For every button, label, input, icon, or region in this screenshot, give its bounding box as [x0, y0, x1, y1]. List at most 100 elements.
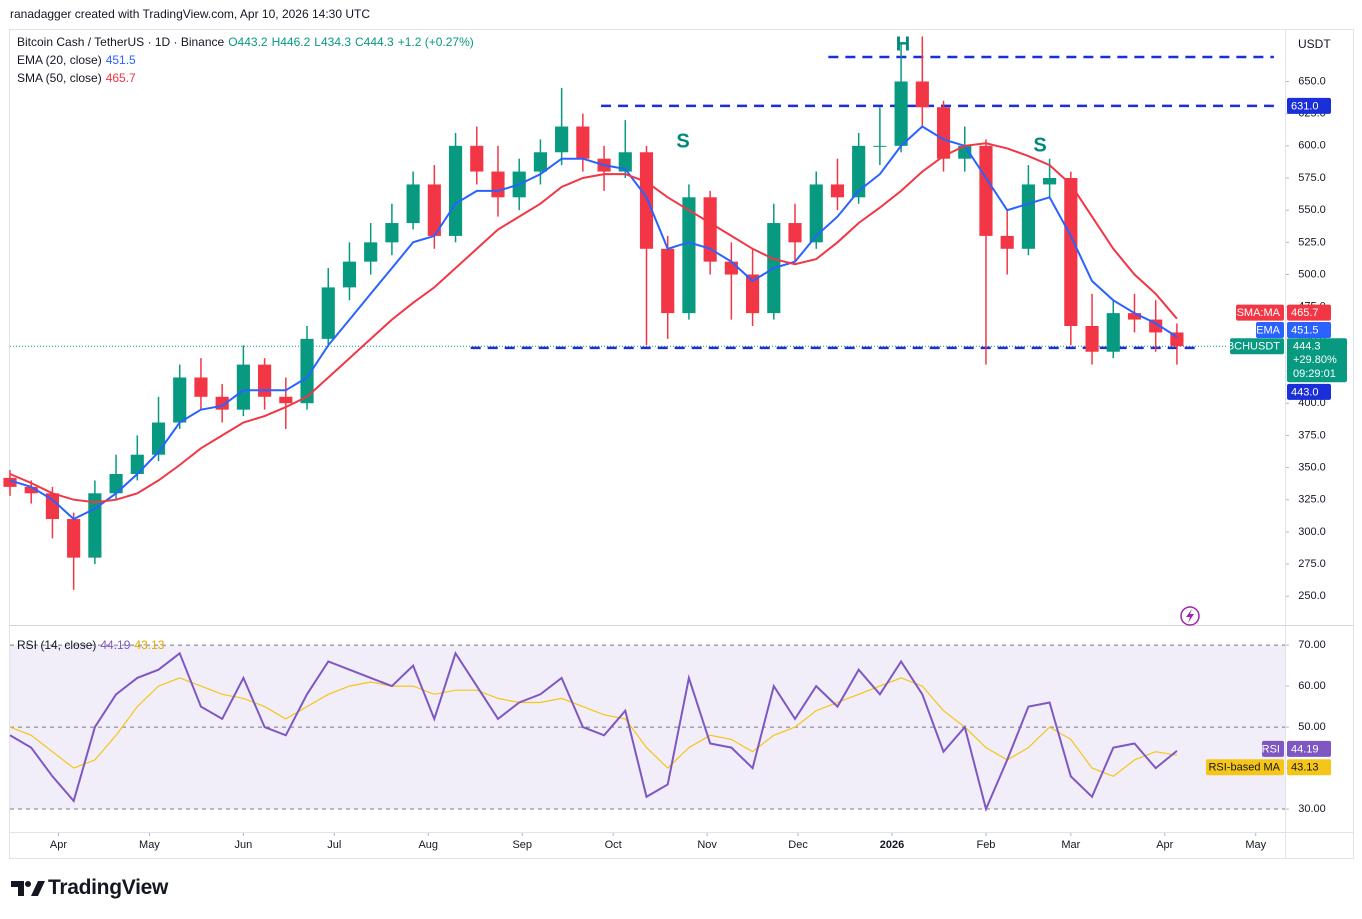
x-tick-label: Aug: [418, 839, 438, 851]
candle-body: [3, 477, 17, 487]
y-tick-label: 30.00: [1298, 803, 1326, 815]
alert-bolt: [1186, 609, 1194, 623]
rsi-tag-box: [1287, 740, 1331, 757]
ema-tag-box: [1287, 321, 1331, 338]
frame: [9, 29, 1354, 859]
x-tick-label: Oct: [605, 839, 622, 851]
candle-body: [151, 422, 166, 455]
ohlc-value: L434.3: [314, 35, 351, 49]
level-tag-box: [1287, 97, 1331, 114]
candle-body: [873, 145, 887, 147]
x-tick-label: Dec: [788, 839, 808, 851]
candle-body: [279, 396, 293, 404]
candle-body: [576, 126, 590, 159]
pattern-label: H: [896, 33, 910, 55]
candle-body: [703, 197, 717, 262]
x-tick-label: Jun: [235, 839, 253, 851]
x-tick-label: Nov: [697, 839, 717, 851]
x-tick-label: Apr: [1156, 839, 1173, 851]
sma-tag-box: [1287, 304, 1331, 321]
pattern-label: S: [676, 130, 689, 152]
rsi-legend: RSI (14, close) 44.19 43.13: [17, 636, 168, 654]
legend-row: SMA (50, close) 465.7: [17, 69, 482, 87]
logo-part: [25, 881, 31, 887]
rsi-ma-name-tag-text: RSI-based MA: [1208, 762, 1280, 774]
pattern-label: S: [1033, 134, 1046, 156]
candle-body: [979, 145, 993, 236]
rsi-line: [9, 650, 1178, 813]
alert-icon[interactable]: [1180, 606, 1200, 626]
candle-body: [661, 248, 675, 314]
candle-body: [67, 519, 81, 558]
x-tick-label: May: [1245, 839, 1266, 851]
rsi-name-tag-box: [1262, 740, 1284, 757]
y-tick-label: 70.00: [1298, 639, 1326, 651]
level-tag-text: 631.0: [1291, 100, 1319, 112]
legend-row: Bitcoin Cash / TetherUS · 1D · Binance O4…: [17, 33, 482, 51]
sma-tag-text: 465.7: [1291, 307, 1319, 319]
candle-body: [24, 486, 38, 494]
sma-value: 465.7: [105, 71, 136, 85]
x-tick-label: 2026: [880, 839, 904, 851]
legend-row: EMA (20, close) 451.5: [17, 51, 482, 69]
candle-body: [300, 338, 314, 404]
ma-line: [9, 142, 1178, 504]
brand-logo: [11, 881, 45, 896]
sma-name-tag-box: [1236, 304, 1284, 321]
level-tag-box: [1287, 383, 1331, 400]
ema-name-tag-text: EMA: [1256, 324, 1281, 336]
candle-body: [1000, 235, 1014, 249]
candle-body: [45, 493, 60, 520]
ma-line: [9, 125, 1178, 521]
y-tick-label: 600.0: [1298, 140, 1326, 152]
candle-body: [130, 454, 144, 474]
rsi-value: 44.19: [100, 638, 131, 652]
ema-tag-text: 451.5: [1291, 324, 1319, 336]
candle-body: [406, 184, 420, 224]
rsi-band: [10, 645, 1285, 810]
candle-body: [427, 184, 441, 236]
brand: TradingView: [48, 876, 169, 899]
y-tick-label: 50.00: [1298, 721, 1326, 733]
x-tick-label: May: [139, 839, 160, 851]
logo-part: [11, 881, 24, 896]
candle-body: [1127, 313, 1142, 320]
x-tick-label: Sep: [512, 839, 532, 851]
candle-body: [173, 377, 187, 423]
candle-body: [194, 377, 208, 397]
candle-body: [342, 261, 357, 288]
rsi-pane: 30.0040.0050.0060.0070.0044.19RSI43.13RS…: [9, 639, 1331, 815]
price-pane: 250.0275.0300.0325.0350.0375.0400.0425.0…: [3, 33, 1347, 851]
rsi-ma-name-tag-box: [1206, 759, 1284, 776]
symbol-title: Bitcoin Cash / TetherUS · 1D · Binance: [17, 35, 225, 49]
ema-name: EMA (20, close): [17, 53, 102, 67]
candle-body: [809, 184, 823, 243]
x-tick-label: Mar: [1061, 839, 1080, 851]
y-tick-label: 400.0: [1298, 397, 1326, 409]
candle-body: [915, 81, 929, 108]
y-tick-label: 500.0: [1298, 268, 1326, 280]
rsi-tag-text: 44.19: [1291, 743, 1319, 755]
symbol-tag-box: [1230, 338, 1284, 355]
candle-body: [1064, 178, 1078, 326]
x-tick-label: Apr: [50, 839, 67, 851]
sma-name-tag-text: SMA:MA: [1237, 307, 1281, 319]
candle-body: [936, 107, 951, 159]
candle-body: [1043, 178, 1057, 185]
candle-body: [1106, 313, 1120, 352]
y-tick-label: 250.0: [1298, 590, 1326, 602]
y-tick-label: 375.0: [1298, 429, 1326, 441]
candle-body: [894, 81, 908, 146]
ema-value: 451.5: [105, 53, 136, 67]
candle-body: [385, 223, 399, 243]
level-tag-text: 443.0: [1291, 386, 1319, 398]
ema-name-tag-box: [1256, 321, 1284, 338]
rsi-ma-tag-box: [1287, 759, 1331, 776]
candle-body: [364, 242, 378, 262]
symbol-tag-text: BCHUSDT: [1227, 341, 1280, 353]
y-tick-label: 550.0: [1298, 204, 1326, 216]
candle-body: [618, 152, 632, 172]
candle-body: [470, 145, 484, 172]
